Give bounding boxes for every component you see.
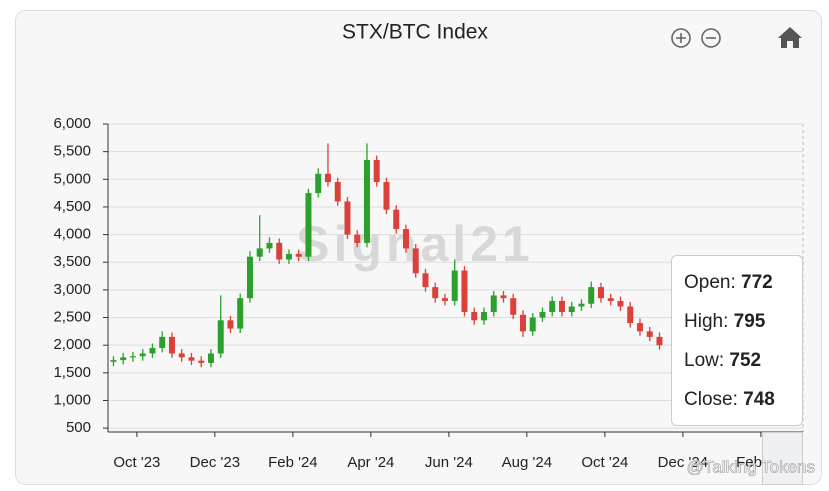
home-button[interactable] <box>778 27 802 48</box>
y-tick-label: 3,000 <box>53 281 91 298</box>
x-tick-label: Dec '24 <box>658 454 708 471</box>
candle-body <box>344 201 351 235</box>
candle-body <box>393 209 400 230</box>
candle-body <box>324 173 331 183</box>
y-tick-label: 5,500 <box>53 143 91 160</box>
candle-body <box>129 356 136 358</box>
candle-body <box>276 242 283 260</box>
candle-body <box>159 336 166 348</box>
candle-body <box>139 353 146 357</box>
y-tick-label: 1,000 <box>53 391 91 408</box>
candle-body <box>217 320 224 354</box>
y-tick-label: 5,000 <box>53 170 91 187</box>
candle-body <box>461 270 468 313</box>
candle-body <box>188 357 195 361</box>
candle-body <box>120 357 127 361</box>
candle-body <box>354 234 361 243</box>
candle-body <box>529 317 536 332</box>
x-tick-label: Apr '24 <box>347 454 394 471</box>
candle-body <box>402 229 409 249</box>
candle-body <box>627 306 634 324</box>
candle-body <box>558 300 565 313</box>
x-tick-label: Feb '24 <box>268 454 318 471</box>
candle-body <box>373 159 380 183</box>
candle-body <box>646 331 653 337</box>
candle-body <box>305 193 312 257</box>
candle-body <box>295 253 302 257</box>
corner-box <box>762 432 803 485</box>
candle-body <box>617 300 624 307</box>
candle-body <box>266 242 273 249</box>
candle-body <box>597 287 604 299</box>
candle-body <box>198 360 205 363</box>
candle-body <box>578 303 585 307</box>
y-tick-label: 1,500 <box>53 364 91 381</box>
candle-body <box>432 287 439 299</box>
tooltip-value: 795 <box>734 311 766 332</box>
x-tick-label: Oct '24 <box>581 454 628 471</box>
tooltip-label: Close: <box>684 389 738 410</box>
candle-body <box>480 312 487 321</box>
candle-body <box>568 306 575 313</box>
y-tick-label: 4,500 <box>53 198 91 215</box>
tooltip-label: Low: <box>684 350 724 371</box>
candle-body <box>227 320 234 329</box>
y-tick-label: 500 <box>66 419 91 436</box>
tooltip-label: Open: <box>684 272 736 293</box>
credit-watermark: @Talking Tokens <box>687 457 815 476</box>
tooltip-value: 772 <box>741 272 773 293</box>
candle-body <box>588 287 595 304</box>
candle-body <box>207 353 214 363</box>
x-tick-label: Oct '23 <box>113 454 160 471</box>
tooltip-value: 752 <box>729 350 761 371</box>
candle-body <box>178 353 185 358</box>
candle-body <box>412 248 419 274</box>
tooltip-row: Open: 772 <box>684 272 773 293</box>
tooltip <box>671 255 803 426</box>
y-tick-label: 2,000 <box>53 336 91 353</box>
chart-card <box>15 10 822 485</box>
candle-body <box>334 182 341 202</box>
candle-body <box>237 298 244 329</box>
candle-body <box>168 336 175 354</box>
candle-body <box>539 312 546 318</box>
candle-body <box>656 336 663 346</box>
candle-body <box>636 323 643 332</box>
y-tick-label: 2,500 <box>53 309 91 326</box>
y-tick-label: 6,000 <box>53 115 91 132</box>
y-tick-label: 4,000 <box>53 226 91 243</box>
tooltip-row: Low: 752 <box>684 350 761 371</box>
tooltip-row: Close: 748 <box>684 389 775 410</box>
candle-body <box>315 173 322 194</box>
candle-body <box>285 253 292 260</box>
candle-body <box>510 298 517 315</box>
candle-body <box>490 295 497 313</box>
candle-body <box>110 360 117 362</box>
tooltip-label: High: <box>684 311 728 332</box>
candle-body <box>500 295 507 299</box>
candle-body <box>422 273 429 288</box>
chart-title: STX/BTC Index <box>342 21 488 44</box>
x-tick-label: Aug '24 <box>502 454 552 471</box>
x-tick-label: Jun '24 <box>425 454 473 471</box>
candle-body <box>256 248 263 257</box>
x-tick-label: Dec '23 <box>190 454 240 471</box>
tooltip-value: 748 <box>743 389 775 410</box>
candle-body <box>607 298 614 301</box>
y-tick-label: 3,500 <box>53 253 91 270</box>
candle-body <box>383 182 390 210</box>
zoom-in-button[interactable] <box>671 28 691 48</box>
candle-body <box>519 314 526 332</box>
zoom-out-button[interactable] <box>701 28 721 48</box>
tooltip-row: High: 795 <box>684 311 766 332</box>
candle-body <box>471 312 478 321</box>
candle-body <box>451 270 458 301</box>
candle-body <box>149 347 156 354</box>
candle-body <box>363 159 370 243</box>
candle-body <box>549 300 556 313</box>
candle-body <box>441 298 448 301</box>
candle-body <box>246 256 253 299</box>
